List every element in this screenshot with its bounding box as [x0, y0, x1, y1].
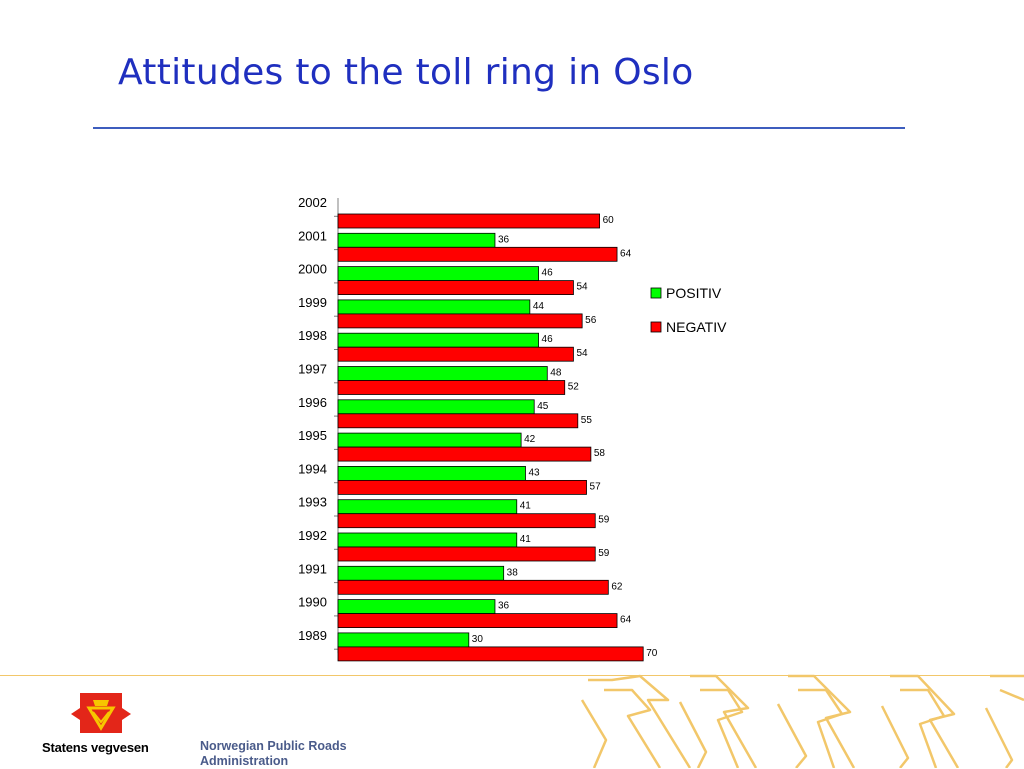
category-label: 1989: [298, 628, 327, 643]
bar-negativ: [337, 513, 596, 529]
chart-subtitle: for bid bee ... the ... ... ... 1989 - 2…: [340, 143, 740, 151]
data-label: 55: [581, 415, 593, 426]
data-label: 38: [507, 567, 519, 578]
category-label: 2001: [298, 228, 327, 243]
data-label: 36: [498, 601, 510, 612]
data-label: 54: [576, 282, 588, 293]
legend-label-positiv: POSITIV: [666, 285, 722, 301]
legend-swatch-positiv: [650, 287, 662, 299]
chart-legend: POSITIV NEGATIV: [650, 285, 727, 335]
data-label: 64: [620, 248, 632, 259]
category-label: 1996: [298, 395, 327, 410]
brand-name: Statens vegvesen: [42, 740, 149, 755]
bar-negativ: [337, 446, 592, 462]
category-label: 1990: [298, 595, 327, 610]
data-label: 57: [590, 481, 602, 492]
data-label: 54: [576, 348, 588, 359]
data-label: 60: [603, 215, 615, 226]
data-label: 43: [528, 467, 540, 478]
data-label: 52: [568, 382, 580, 393]
bar-negativ: [337, 280, 574, 296]
bar-negativ: [337, 413, 579, 429]
plot-top-mask: [280, 150, 800, 198]
data-label: 46: [542, 268, 554, 279]
category-label: 1997: [298, 362, 327, 377]
legend-swatch-negativ: [650, 321, 662, 333]
category-label: 1999: [298, 295, 327, 310]
category-label: 1998: [298, 328, 327, 343]
data-label: 59: [598, 548, 610, 559]
data-label: 58: [594, 448, 606, 459]
data-label: 36: [498, 234, 510, 245]
organization-name-line2: Administration: [200, 754, 289, 768]
data-label: 56: [585, 315, 597, 326]
statens-vegvesen-crest-icon: [71, 693, 131, 733]
category-label: 2000: [298, 262, 327, 277]
bar-negativ: [337, 546, 596, 562]
bar-negativ: [337, 579, 609, 595]
data-label: 59: [598, 515, 610, 526]
organization-name-line1: Norwegian Public Roads: [200, 739, 347, 753]
data-label: 46: [542, 334, 554, 345]
data-label: 70: [646, 648, 658, 659]
data-label: 48: [550, 368, 562, 379]
data-label: 42: [524, 434, 536, 445]
bar-negativ: [337, 380, 566, 395]
category-label: 2002: [298, 195, 327, 210]
bar-negativ: [337, 346, 574, 362]
bar-negativ: [337, 313, 583, 329]
plot-area: 2002 60 2001 36 64 2000 46 54 1999 44 56 1998 46 54 19…: [280, 150, 800, 662]
category-label: 1993: [298, 495, 327, 510]
data-label: 44: [533, 301, 545, 312]
data-label: 41: [520, 501, 532, 512]
category-label: 1991: [298, 561, 327, 576]
organization-name: Norwegian Public Roads Administration: [200, 739, 390, 769]
bar-negativ: [337, 246, 618, 262]
data-label: 30: [472, 634, 484, 645]
bar-chart: 2002 60 2001 36 64 2000 46 54 1999 44 56 1998 46 54 19…: [280, 150, 800, 662]
category-label: 1992: [298, 528, 327, 543]
category-label: 1995: [298, 428, 327, 443]
bar-negativ: [337, 213, 601, 229]
data-label: 64: [620, 615, 632, 626]
footer-divider: [0, 675, 1024, 676]
data-label: 45: [537, 401, 549, 412]
data-label: 62: [611, 581, 623, 592]
slide-title: Attitudes to the toll ring in Oslo: [118, 52, 694, 93]
bar-negativ: [337, 613, 618, 628]
title-divider: [93, 127, 905, 129]
bar-negativ: [337, 479, 587, 495]
bar-negativ: [337, 646, 644, 662]
category-label: 1994: [298, 461, 327, 476]
data-label: 41: [520, 534, 532, 545]
legend-label-negativ: NEGATIV: [666, 319, 727, 335]
